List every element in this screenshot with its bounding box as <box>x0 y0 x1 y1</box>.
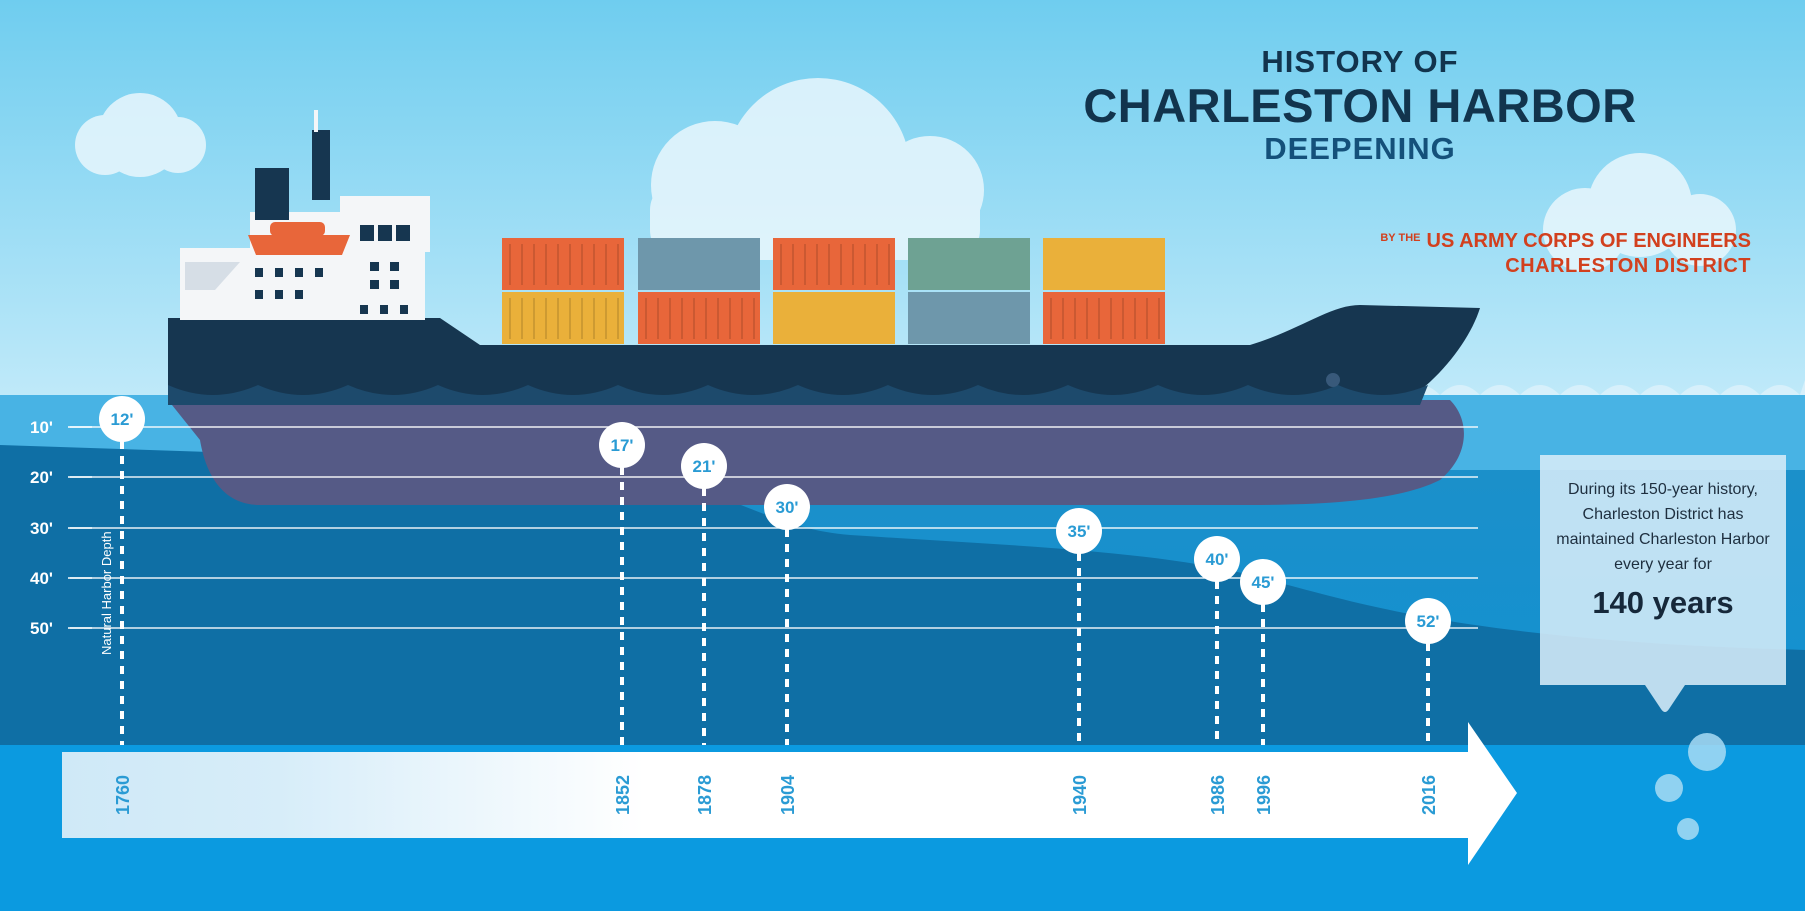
depth-marker-circle <box>764 484 810 530</box>
timeline-year-label: 1940 <box>1070 775 1090 815</box>
depth-marker-circle <box>1194 536 1240 582</box>
callout-box: During its 150-year history, Charleston … <box>1540 455 1786 685</box>
depth-marker-label: 17' <box>611 436 634 455</box>
byline: BY THE US ARMY CORPS OF ENGINEERS CHARLES… <box>1380 230 1751 278</box>
callout-pointer <box>1645 685 1685 712</box>
depth-marker-circle <box>99 396 145 442</box>
timeline-year-label: 1878 <box>695 775 715 815</box>
ship-hull-submerged <box>168 400 1464 505</box>
depth-marker-label: 40' <box>1206 550 1229 569</box>
depth-marker-label: 12' <box>111 410 134 429</box>
title-block: HISTORY OF CHARLESTON HARBOR DEEPENING <box>1060 44 1660 167</box>
depth-marker-circle <box>681 443 727 489</box>
ship-hull <box>168 305 1480 405</box>
wave-crest <box>1400 380 1805 395</box>
timeline-year-label: 1760 <box>113 775 133 815</box>
axis-label: Natural Harbor Depth <box>99 531 114 655</box>
mast <box>312 130 330 200</box>
lifeboat-top <box>270 222 325 236</box>
depth-marker-label: 35' <box>1068 522 1091 541</box>
windows <box>255 225 410 314</box>
containers <box>502 238 1165 344</box>
lifeboat <box>248 235 350 255</box>
clouds <box>75 78 1736 272</box>
byline-org: US ARMY CORPS OF ENGINEERS <box>1426 230 1752 252</box>
title-line-3: DEEPENING <box>1264 131 1456 166</box>
depth-marker-label: 45' <box>1252 573 1275 592</box>
byline-prefix: BY THE <box>1380 232 1421 244</box>
mast-top <box>314 110 318 132</box>
bubbles <box>1655 733 1726 840</box>
depth-tick-label: 10' <box>30 418 53 437</box>
anchor-icon <box>1326 373 1340 387</box>
page-title: CHARLESTON HARBOR <box>1083 79 1637 132</box>
timeline-year-label: 1986 <box>1208 775 1228 815</box>
timeline-arrow <box>62 722 1517 865</box>
depth-marker-circle <box>599 422 645 468</box>
callout-text: During its 150-year history, Charleston … <box>1556 481 1770 573</box>
bridge-top <box>340 196 430 216</box>
title-line-1: HISTORY OF <box>1261 44 1459 79</box>
depth-marker-circle <box>1240 559 1286 605</box>
depth-markers: 12' 1760 17' 1852 21' 1878 30' 1904 35' 1940 40' 19… <box>99 396 1451 815</box>
timeline-year-label: 1852 <box>613 775 633 815</box>
depth-tick-label: 20' <box>30 468 53 487</box>
timeline-year-label: 1904 <box>778 775 798 815</box>
bridge-stripe <box>185 262 240 290</box>
depth-marker-label: 30' <box>776 498 799 517</box>
depth-marker-label: 21' <box>693 457 716 476</box>
container-ribs <box>509 244 1160 339</box>
timeline-year-label: 2016 <box>1419 775 1439 815</box>
depth-marker-label: 52' <box>1417 612 1440 631</box>
depth-tick-label: 40' <box>30 569 53 588</box>
byline-district: CHARLESTON DISTRICT <box>1505 255 1751 277</box>
hull-wave-pattern <box>168 385 1428 405</box>
depth-marker-circle <box>1056 508 1102 554</box>
depth-tick-label: 50' <box>30 619 53 638</box>
timeline-year-label: 1996 <box>1254 775 1274 815</box>
depth-tick-label: 30' <box>30 519 53 538</box>
depth-marker-circle <box>1405 598 1451 644</box>
funnel <box>255 168 289 220</box>
callout-highlight: 140 years <box>1592 585 1734 620</box>
